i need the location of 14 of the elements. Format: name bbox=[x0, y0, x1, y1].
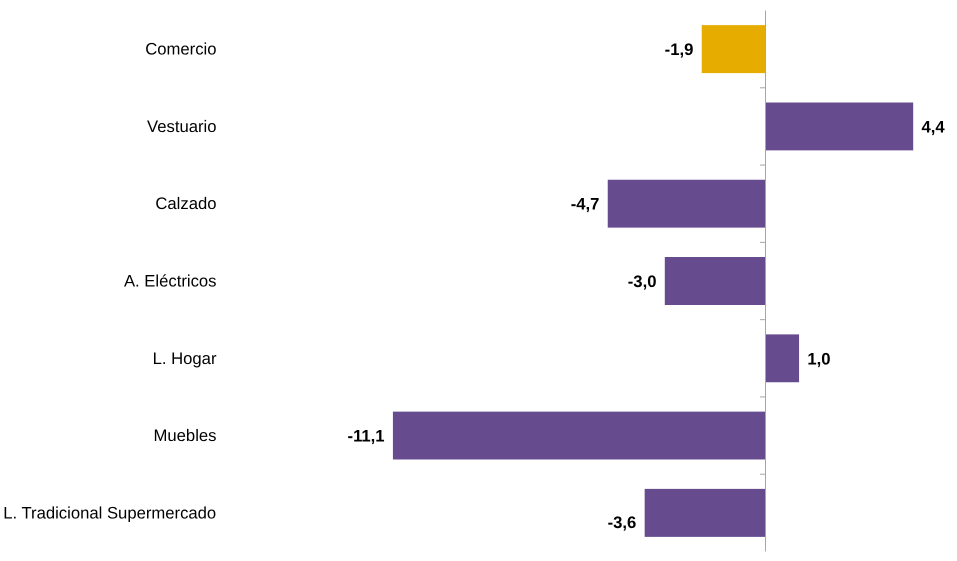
data-label: -4,7 bbox=[570, 194, 600, 214]
data-label: -3,0 bbox=[628, 272, 656, 291]
data-label: -11,1 bbox=[348, 426, 385, 446]
data-label: 4,4 bbox=[922, 117, 946, 136]
data-label: -1,9 bbox=[664, 40, 694, 60]
y-tick-label: Muebles bbox=[154, 426, 217, 446]
y-tick-label: Vestuario bbox=[147, 116, 217, 136]
y-tick-label: Calzado bbox=[155, 194, 217, 214]
y-tick-label: L. Hogar bbox=[152, 348, 217, 368]
y-tick-label: L. Tradicional Supermercado bbox=[3, 503, 216, 522]
data-label: -3,6 bbox=[608, 513, 636, 532]
y-tick-label: Comercio bbox=[145, 40, 217, 59]
data-label: 1,0 bbox=[807, 349, 831, 368]
y-tick-label: A. Eléctricos bbox=[124, 272, 216, 290]
